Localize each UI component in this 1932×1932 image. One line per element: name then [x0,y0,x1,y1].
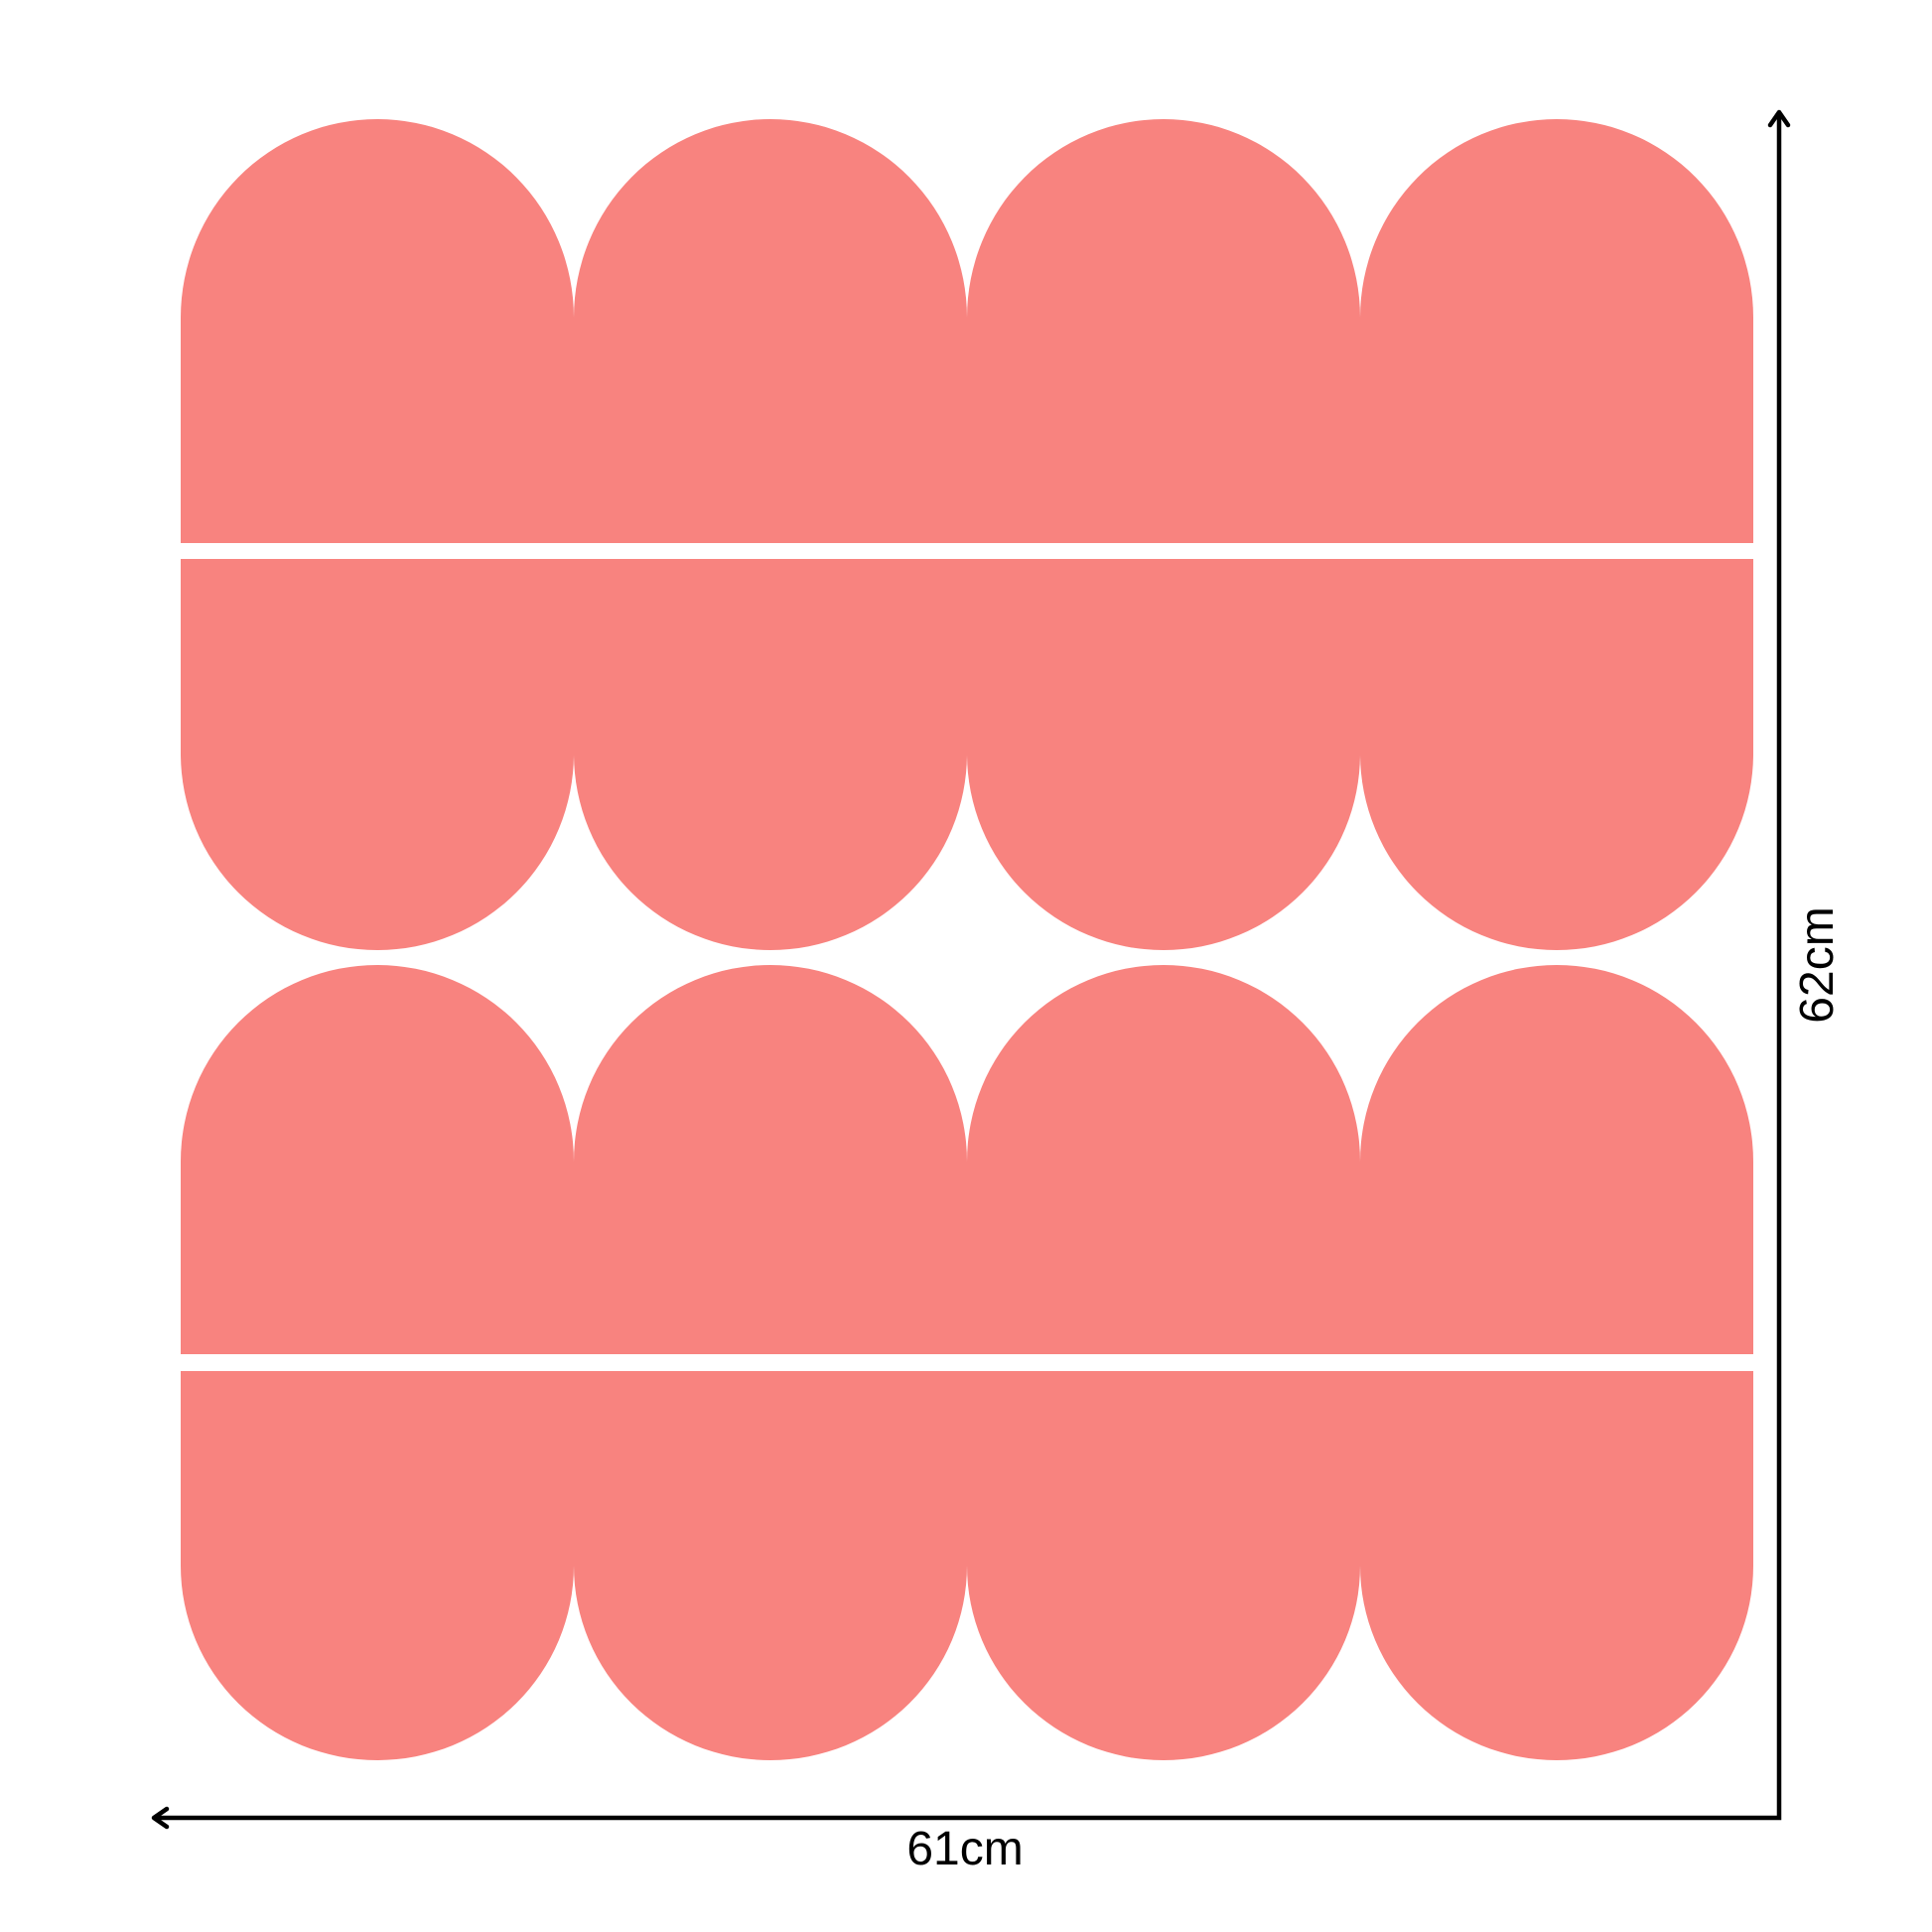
decal-shape [574,119,967,543]
dimension-arrow-lines [154,112,1782,1821]
decal-shape [1360,1371,1753,1760]
height-dimension-label: 62cm [1791,906,1844,1023]
decal-shape [574,1371,967,1760]
decal-shape [1360,559,1753,950]
decal-shape [181,119,574,543]
left-arrowhead-icon [151,1806,170,1830]
decal-shape [1360,119,1753,543]
decal-shape [181,559,574,950]
decal-shape [967,559,1360,950]
decal-shape [181,1371,574,1760]
decal-shape [967,965,1360,1354]
decal-shape [967,1371,1360,1760]
decal-shape [1360,965,1753,1354]
decal-shape [181,965,574,1354]
width-dimension-label: 61cm [906,1823,1023,1875]
up-arrowhead-icon [1767,109,1791,128]
decal-shape [574,559,967,950]
decal-shape [967,119,1360,543]
decal-shape [574,965,967,1354]
decal-shapes-group [181,119,1753,1760]
